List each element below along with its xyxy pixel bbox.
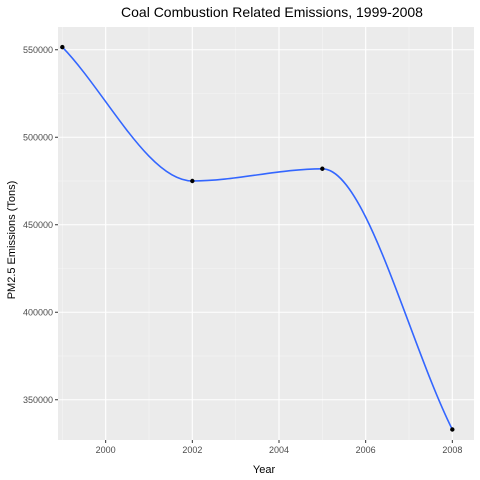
data-point [320, 167, 324, 171]
data-point [450, 427, 454, 431]
y-tick-label: 450000 [23, 220, 53, 230]
y-tick-label: 350000 [23, 395, 53, 405]
y-axis-ticks: 350000 400000 450000 500000 550000 [23, 45, 58, 405]
y-tick-label: 550000 [23, 45, 53, 55]
data-point [60, 45, 64, 49]
x-tick-label: 2008 [442, 445, 462, 455]
chart-title: Coal Combustion Related Emissions, 1999-… [121, 4, 423, 20]
x-tick-label: 2006 [356, 445, 376, 455]
x-tick-label: 2002 [182, 445, 202, 455]
data-point [190, 179, 194, 183]
x-tick-label: 2004 [269, 445, 289, 455]
y-tick-label: 500000 [23, 132, 53, 142]
x-axis-label: Year [253, 464, 276, 476]
y-axis-label: PM2.5 Emissions (Tons) [6, 181, 18, 300]
y-tick-label: 400000 [23, 307, 53, 317]
x-tick-label: 2000 [96, 445, 116, 455]
x-axis-ticks: 2000 2002 2004 2006 2008 [96, 440, 463, 455]
plot-panel [58, 27, 474, 440]
